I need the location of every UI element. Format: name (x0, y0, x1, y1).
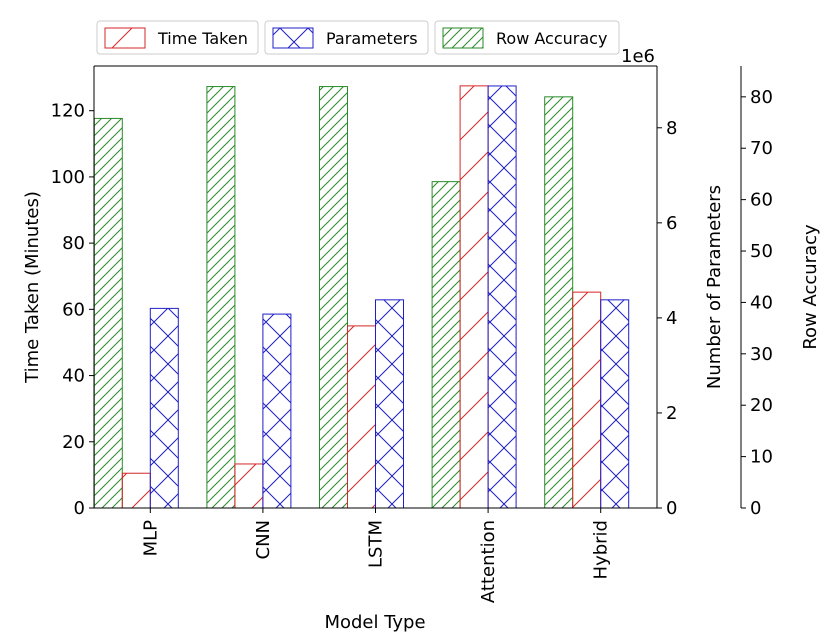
right-tick-label: 0 (750, 498, 761, 519)
x-axis-label: Model Type (324, 612, 425, 633)
bar-parameters-attention (487, 85, 517, 509)
bar-parameters-mlp (149, 307, 179, 509)
middle-tick-label: 4 (666, 308, 677, 329)
bars-group (93, 85, 630, 509)
bar-row-accuracy-attention (431, 181, 461, 509)
left-tick-label: 40 (62, 366, 85, 387)
y-axis-label-left: Time Taken (Minutes) (22, 191, 43, 384)
bar-parameters-cnn (262, 313, 292, 509)
middle-tick-label: 8 (666, 118, 677, 139)
middle-tick-label: 6 (666, 213, 677, 234)
axes-group: 0204060801001200246801020304050607080MLP… (51, 65, 773, 603)
y-axis-label-middle: Number of Parameters (704, 185, 725, 389)
y-axis-label-right: Row Accuracy (800, 224, 821, 350)
middle-tick-label: 2 (666, 403, 677, 424)
bar-parameters-hybrid (600, 299, 630, 509)
bar-row-accuracy-cnn (206, 86, 236, 509)
middle-tick-label: 0 (666, 498, 677, 519)
bar-time-taken-lstm (347, 325, 376, 509)
right-tick-label: 60 (750, 190, 773, 211)
legend-label-row-accuracy: Row Accuracy (496, 29, 607, 48)
parameters-axis-multiplier: 1e6 (621, 46, 655, 67)
bar-time-taken-attention (459, 85, 489, 509)
left-tick-label: 60 (62, 299, 85, 320)
x-tick-label-lstm: LSTM (366, 520, 387, 568)
bar-time-taken-hybrid (572, 291, 602, 509)
left-tick-label: 120 (51, 101, 85, 122)
right-tick-label: 80 (750, 87, 773, 108)
bar-parameters-lstm (375, 299, 404, 509)
right-tick-label: 50 (750, 241, 773, 262)
bar-time-taken-cnn (234, 463, 264, 509)
x-tick-label-attention: Attention (478, 520, 499, 603)
legend: Time Taken Parameters Row Accuracy (96, 20, 620, 55)
right-tick-label: 20 (750, 395, 773, 416)
right-tick-label: 40 (750, 292, 773, 313)
legend-swatch-row-accuracy (442, 27, 484, 49)
left-tick-label: 0 (74, 498, 85, 519)
legend-swatch-parameters (272, 27, 314, 49)
left-tick-label: 20 (62, 432, 85, 453)
legend-label-time-taken: Time Taken (157, 29, 248, 48)
left-tick-label: 80 (62, 233, 85, 254)
legend-label-parameters: Parameters (326, 29, 418, 48)
legend-swatch-time-taken (104, 27, 146, 49)
bar-row-accuracy-hybrid (544, 96, 574, 509)
left-tick-label: 100 (51, 167, 85, 188)
bar-row-accuracy-lstm (319, 86, 348, 509)
bar-row-accuracy-mlp (93, 117, 123, 509)
right-tick-label: 10 (750, 447, 773, 468)
x-tick-label-mlp: MLP (140, 520, 161, 557)
x-tick-label-cnn: CNN (253, 520, 274, 560)
bar-time-taken-mlp (121, 472, 151, 509)
right-tick-label: 30 (750, 344, 773, 365)
x-tick-label-hybrid: Hybrid (591, 520, 612, 579)
right-tick-label: 70 (750, 138, 773, 159)
